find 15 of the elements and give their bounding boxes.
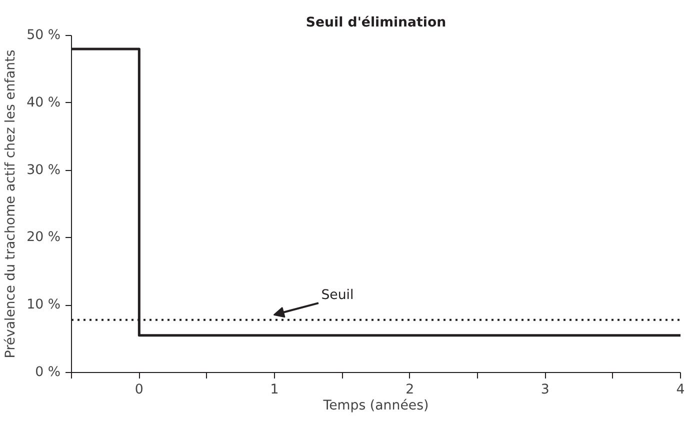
y-tick-label: 40 %: [26, 95, 61, 110]
x-tick-label: 3: [540, 382, 550, 398]
y-tick-label: 30 %: [26, 162, 61, 178]
y-axis-title: Prévalence du trachome actif chez les enfants: [4, 50, 19, 358]
ref-line-label: Seuil: [321, 288, 354, 304]
y-tick-label: 10 %: [26, 298, 61, 313]
chart-title: Seuil d'élimination: [306, 16, 446, 30]
x-tick-label: 0: [134, 382, 144, 398]
x-tick-label: 1: [270, 382, 279, 398]
y-tick-label: 0 %: [35, 365, 61, 380]
y-tick-label: 20 %: [26, 230, 61, 246]
x-tick-label: 4: [676, 382, 685, 398]
x-axis-title: Temps (années): [322, 398, 429, 414]
y-tick-label: 50 %: [26, 28, 61, 43]
x-tick-label: 2: [406, 382, 414, 398]
